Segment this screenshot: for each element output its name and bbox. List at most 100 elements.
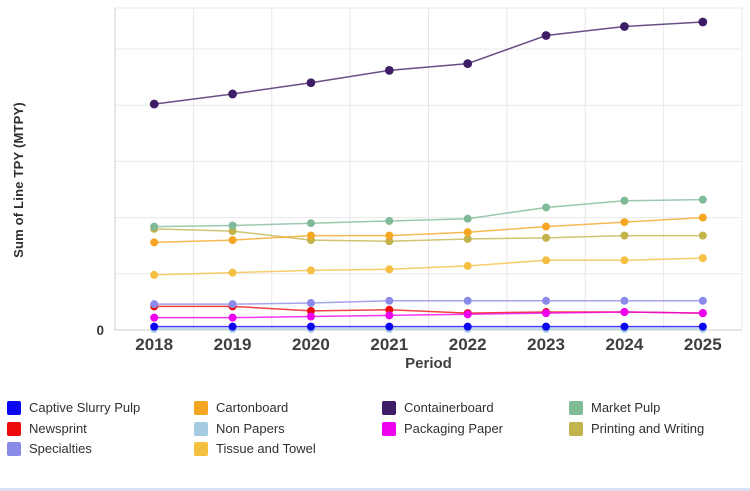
window-bottom-edge — [0, 488, 750, 491]
series-line-packaging-paper — [154, 311, 703, 319]
data-point-captive-slurry-pulp-2023[interactable] — [542, 322, 551, 331]
data-point-specialties-2022[interactable] — [463, 296, 472, 305]
data-point-newsprint-2020[interactable] — [306, 306, 315, 315]
data-point-market-pulp-2025[interactable] — [698, 195, 707, 204]
data-point-specialties-2018[interactable] — [150, 300, 159, 309]
data-point-packaging-paper-2025[interactable] — [698, 309, 707, 318]
data-point-printing-and-writing-2024[interactable] — [620, 231, 629, 240]
data-point-market-pulp-2018[interactable] — [150, 222, 159, 231]
data-point-packaging-paper-2024[interactable] — [620, 308, 629, 317]
data-point-market-pulp-2020[interactable] — [306, 219, 315, 228]
data-point-containerboard-2023[interactable] — [541, 31, 551, 40]
legend-label: Market Pulp — [591, 400, 661, 415]
series-line-tissue-and-towel — [154, 257, 703, 276]
data-point-specialties-2019[interactable] — [228, 300, 237, 309]
data-point-captive-slurry-pulp-2020[interactable] — [306, 322, 315, 331]
data-point-cartonboard-2018[interactable] — [150, 238, 159, 247]
legend-swatch-market-pulp — [569, 401, 583, 415]
x-tick-label-2019: 2019 — [214, 335, 252, 354]
data-point-market-pulp-2022[interactable] — [463, 214, 472, 223]
legend-item-captive-slurry-pulp[interactable]: Captive Slurry Pulp — [7, 401, 140, 415]
x-tick-label-2024: 2024 — [606, 335, 644, 354]
data-point-specialties-2021[interactable] — [385, 296, 394, 305]
data-point-printing-and-writing-2023[interactable] — [542, 233, 551, 242]
data-point-tissue-and-towel-2023[interactable] — [542, 256, 551, 265]
x-tick-label-2021: 2021 — [370, 335, 408, 354]
legend-item-containerboard[interactable]: Containerboard — [382, 401, 503, 415]
line-chart: 2018 2019 2020 2021 2022 2023 2024 2025 — [114, 7, 743, 354]
x-tick-label-2023: 2023 — [527, 335, 565, 354]
data-point-packaging-paper-2020[interactable] — [306, 312, 315, 321]
legend-item-packaging-paper[interactable]: Packaging Paper — [382, 421, 503, 436]
x-axis-title: Period — [405, 355, 452, 372]
data-point-containerboard-2019[interactable] — [228, 89, 237, 99]
data-point-printing-and-writing-2022[interactable] — [463, 234, 472, 243]
data-point-specialties-2023[interactable] — [542, 296, 551, 305]
data-point-captive-slurry-pulp-2021[interactable] — [385, 322, 394, 331]
legend-label: Tissue and Towel — [216, 441, 316, 456]
legend-label: Containerboard — [404, 400, 494, 415]
data-point-tissue-and-towel-2020[interactable] — [306, 266, 315, 275]
data-point-printing-and-writing-2019[interactable] — [228, 227, 237, 236]
legend-item-tissue-and-towel[interactable]: Tissue and Towel — [194, 442, 316, 456]
data-point-cartonboard-2023[interactable] — [542, 222, 551, 231]
data-point-market-pulp-2024[interactable] — [620, 196, 629, 205]
legend-swatch-non-papers — [194, 421, 208, 436]
legend-label: Printing and Writing — [591, 420, 705, 436]
data-point-captive-slurry-pulp-2019[interactable] — [228, 322, 237, 331]
legend-label: Specialties — [29, 441, 92, 456]
legend-column: Containerboard Packaging Paper — [382, 401, 503, 436]
data-point-packaging-paper-2018[interactable] — [150, 313, 159, 322]
data-point-packaging-paper-2019[interactable] — [228, 313, 237, 322]
legend-label: Newsprint — [29, 420, 87, 436]
data-point-newsprint-2021[interactable] — [385, 305, 394, 314]
data-point-containerboard-2020[interactable] — [306, 78, 316, 88]
legend-column: Cartonboard Non Papers Tissue and Towel — [194, 401, 316, 456]
data-point-cartonboard-2025[interactable] — [698, 213, 707, 222]
data-point-specialties-2025[interactable] — [698, 296, 707, 305]
data-point-tissue-and-towel-2018[interactable] — [150, 270, 159, 279]
data-point-market-pulp-2019[interactable] — [228, 221, 237, 230]
data-point-tissue-and-towel-2019[interactable] — [228, 268, 237, 277]
data-point-cartonboard-2022[interactable] — [463, 228, 472, 237]
data-point-captive-slurry-pulp-2025[interactable] — [698, 322, 707, 331]
data-point-specialties-2024[interactable] — [620, 296, 629, 305]
data-point-containerboard-2025[interactable] — [698, 17, 708, 27]
legend-swatch-cartonboard — [194, 401, 208, 415]
legend-item-non-papers[interactable]: Non Papers — [194, 421, 316, 436]
data-point-printing-and-writing-2021[interactable] — [385, 237, 394, 246]
data-point-packaging-paper-2023[interactable] — [542, 309, 551, 318]
data-point-market-pulp-2021[interactable] — [385, 216, 394, 225]
data-point-packaging-paper-2022[interactable] — [463, 310, 472, 319]
legend-item-cartonboard[interactable]: Cartonboard — [194, 401, 316, 415]
data-point-tissue-and-towel-2022[interactable] — [463, 261, 472, 270]
data-point-containerboard-2022[interactable] — [463, 59, 473, 69]
data-point-packaging-paper-2021[interactable] — [385, 311, 394, 320]
data-point-containerboard-2024[interactable] — [620, 22, 629, 31]
x-tick-label-2025: 2025 — [684, 335, 722, 354]
legend-swatch-printing-and-writing — [569, 421, 583, 436]
data-point-cartonboard-2019[interactable] — [228, 236, 237, 245]
data-point-tissue-and-towel-2024[interactable] — [620, 256, 629, 265]
data-point-market-pulp-2023[interactable] — [542, 203, 551, 212]
y-axis-zero-tick: 0 — [96, 323, 104, 338]
data-point-cartonboard-2024[interactable] — [620, 218, 629, 227]
legend-item-market-pulp[interactable]: Market Pulp — [569, 401, 704, 415]
data-point-tissue-and-towel-2025[interactable] — [698, 254, 707, 263]
data-point-captive-slurry-pulp-2018[interactable] — [150, 322, 159, 331]
legend-swatch-containerboard — [382, 401, 396, 415]
data-point-cartonboard-2021[interactable] — [385, 231, 394, 240]
legend-column: Market Pulp Printing and Writing — [569, 401, 704, 436]
data-point-cartonboard-2020[interactable] — [306, 231, 315, 240]
data-point-containerboard-2018[interactable] — [149, 99, 159, 109]
data-point-captive-slurry-pulp-2024[interactable] — [620, 322, 629, 331]
legend-swatch-packaging-paper — [382, 421, 396, 436]
data-point-specialties-2020[interactable] — [306, 299, 315, 308]
legend-item-specialties[interactable]: Specialties — [7, 442, 140, 456]
data-point-tissue-and-towel-2021[interactable] — [385, 265, 394, 274]
data-point-captive-slurry-pulp-2022[interactable] — [463, 322, 472, 331]
legend-item-printing-and-writing[interactable]: Printing and Writing — [569, 420, 705, 436]
legend-item-newsprint[interactable]: Newsprint — [7, 420, 140, 436]
data-point-printing-and-writing-2025[interactable] — [698, 231, 707, 240]
data-point-containerboard-2021[interactable] — [384, 65, 394, 75]
